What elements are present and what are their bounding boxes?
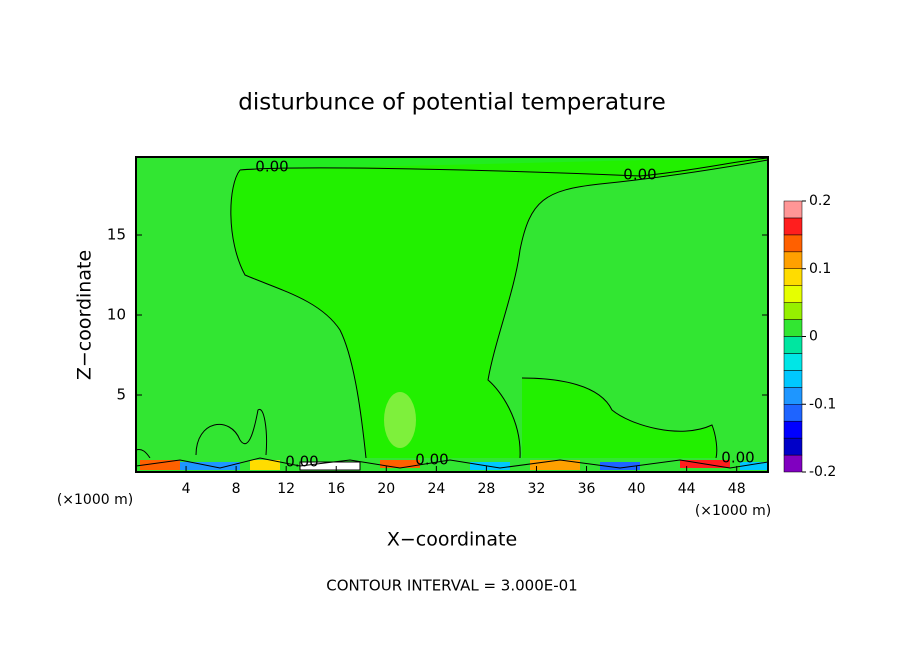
x-tick-label: 36 xyxy=(578,481,596,497)
colorbar-segment xyxy=(783,319,803,337)
x-tick-label: 24 xyxy=(427,481,445,497)
surface-patch xyxy=(140,460,180,470)
x-tick-label: 16 xyxy=(327,481,345,497)
colorbar-segment xyxy=(783,353,803,371)
x-axis-label: X−coordinate xyxy=(387,529,517,551)
colorbar-tick-label: -0.1 xyxy=(809,396,836,412)
colorbar-segment xyxy=(783,302,803,320)
surface-patch xyxy=(380,460,420,468)
contour-line xyxy=(195,408,267,456)
x-tick-label: 32 xyxy=(528,481,546,497)
x-unit-label: (×1000 m) xyxy=(57,492,133,508)
colorbar-segment xyxy=(783,285,803,303)
y-tick-label: 5 xyxy=(116,386,126,404)
colorbar-tick-label: 0.1 xyxy=(809,261,831,277)
contour-label: 0.00 xyxy=(721,449,754,467)
colorbar-segment xyxy=(783,217,803,236)
x-unit-label: (×1000 m) xyxy=(695,503,771,519)
x-tick-label: 28 xyxy=(478,481,496,497)
surface-patch xyxy=(600,462,640,470)
surface-patch xyxy=(530,460,580,470)
chart-title: disturbunce of potential temperature xyxy=(238,90,666,116)
colorbar-segment xyxy=(783,437,803,456)
colorbar-segment xyxy=(783,336,803,354)
x-tick-label: 48 xyxy=(728,481,746,497)
contour-label: 0.00 xyxy=(415,451,448,469)
y-tick-label: 15 xyxy=(107,226,126,244)
y-axis-label: Z−coordinate xyxy=(74,250,96,380)
x-tick-label: 8 xyxy=(232,481,241,497)
colorbar-tick-label: 0.2 xyxy=(809,193,831,209)
contour-line xyxy=(230,169,367,459)
contour-line xyxy=(135,457,769,469)
contour-line xyxy=(135,449,151,459)
surface-patch xyxy=(740,462,768,470)
surface-patch xyxy=(250,460,280,470)
region xyxy=(384,392,416,448)
colorbar-segment xyxy=(783,420,803,439)
contour-label: 0.00 xyxy=(285,453,318,471)
y-tick-label: 10 xyxy=(107,306,126,324)
region xyxy=(230,157,768,458)
x-tick-label: 20 xyxy=(377,481,395,497)
colorbar-segment xyxy=(783,370,803,388)
colorbar-segment xyxy=(783,200,803,219)
x-tick-label: 44 xyxy=(678,481,696,497)
x-tick-label: 12 xyxy=(277,481,295,497)
contour-label: 0.00 xyxy=(623,166,656,184)
contour-line xyxy=(521,377,718,459)
region xyxy=(522,378,717,458)
contour-line xyxy=(487,159,769,459)
contour-line xyxy=(239,157,769,177)
colorbar-segment xyxy=(783,404,803,422)
footnote: CONTOUR INTERVAL = 3.000E-01 xyxy=(326,577,577,595)
colorbar-segment xyxy=(783,454,803,473)
field xyxy=(135,157,769,472)
colorbar-segment xyxy=(783,387,803,405)
x-tick-label: 40 xyxy=(628,481,646,497)
colorbar-tick-label: 0 xyxy=(809,329,818,345)
x-tick-label: 4 xyxy=(182,481,191,497)
colorbar-tick-label: -0.2 xyxy=(809,464,836,480)
colorbar-segment xyxy=(783,251,803,269)
colorbar-segment xyxy=(783,268,803,286)
colorbar-segment xyxy=(783,234,803,253)
contour-label: 0.00 xyxy=(255,158,288,176)
